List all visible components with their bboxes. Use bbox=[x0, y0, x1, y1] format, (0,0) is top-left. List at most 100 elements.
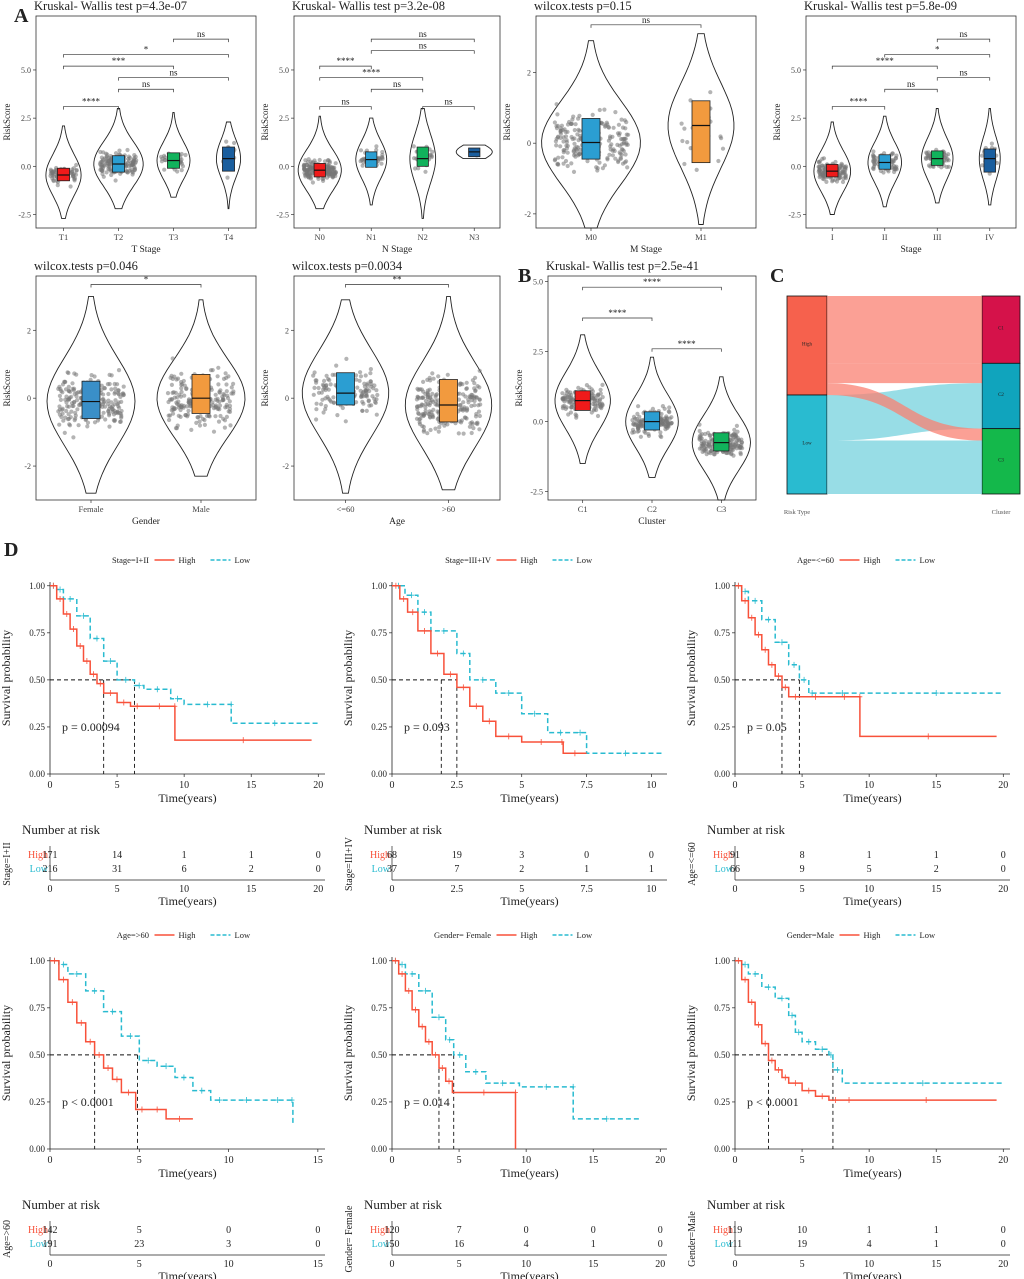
sig-bracket bbox=[831, 106, 886, 110]
data-point bbox=[308, 171, 313, 176]
risk-count-high: 0 bbox=[524, 1225, 529, 1236]
y-axis-label: RiskScore bbox=[260, 369, 270, 406]
data-point bbox=[457, 382, 462, 387]
x-tick-label: 5 bbox=[800, 780, 805, 791]
data-point bbox=[223, 405, 228, 410]
censor-mark bbox=[243, 1097, 249, 1104]
x-tick-label->60: >60 bbox=[442, 504, 455, 514]
censor-mark bbox=[920, 1080, 926, 1087]
censor-mark bbox=[447, 671, 453, 678]
data-point bbox=[368, 379, 373, 384]
data-point bbox=[680, 138, 685, 144]
risk-x-axis-label: Time(years) bbox=[500, 1269, 558, 1279]
x-tick-label: 2.5 bbox=[451, 780, 464, 791]
x-tick-label-T4: T4 bbox=[224, 232, 234, 242]
risk-count-high: 8 bbox=[800, 850, 805, 861]
data-point bbox=[945, 156, 950, 162]
data-point bbox=[595, 413, 601, 419]
box->60 bbox=[439, 379, 458, 423]
flow-High-C3 bbox=[827, 383, 982, 441]
x-tick-label-T1: T1 bbox=[59, 232, 68, 242]
censor-mark bbox=[57, 595, 63, 602]
x-tick-label: 7.5 bbox=[580, 780, 593, 791]
data-point bbox=[372, 383, 377, 388]
data-point bbox=[666, 424, 671, 429]
data-point bbox=[630, 430, 635, 435]
chart-title: Kruskal- Wallis test p=2.5e-41 bbox=[546, 259, 699, 273]
x-tick-label: 15 bbox=[588, 1155, 598, 1166]
censor-mark bbox=[163, 1063, 169, 1070]
data-point bbox=[228, 423, 233, 428]
data-point bbox=[225, 175, 230, 180]
data-point bbox=[445, 422, 450, 427]
data-point bbox=[167, 417, 172, 423]
risk-count-low: 0 bbox=[315, 1239, 320, 1250]
legend-low-label: Low bbox=[920, 555, 936, 565]
data-point bbox=[57, 422, 62, 427]
data-point bbox=[197, 423, 203, 428]
y-tick-label: 0.75 bbox=[371, 628, 387, 638]
data-point bbox=[428, 427, 433, 433]
data-point bbox=[364, 389, 369, 394]
violin-age: wilcox.tests p=0.0034 -2 0 2 RiskScore Age <=6… bbox=[260, 259, 501, 527]
x-tick-label: 5 bbox=[115, 780, 120, 791]
y-tick-label: 0.0 bbox=[533, 418, 543, 427]
data-point bbox=[97, 161, 103, 167]
censor-mark bbox=[434, 650, 440, 657]
km-gender-female: Gender= Female High Low 0.00 0.25 0.50 0.75 1.0… bbox=[341, 930, 667, 1279]
censor-mark bbox=[110, 1008, 115, 1015]
data-point bbox=[70, 386, 75, 391]
data-point bbox=[107, 424, 112, 429]
data-point bbox=[697, 422, 702, 427]
data-point bbox=[436, 374, 441, 379]
censor-mark bbox=[156, 703, 162, 710]
y-tick-label: 0.75 bbox=[29, 628, 45, 638]
violin-M0 bbox=[541, 40, 641, 229]
box-M1 bbox=[691, 100, 711, 164]
risk-count-low: 16 bbox=[454, 1239, 464, 1250]
data-point bbox=[843, 165, 848, 170]
censor-mark bbox=[538, 739, 544, 745]
risk-x-tick-label: 5 bbox=[115, 884, 120, 895]
data-point bbox=[166, 413, 171, 418]
risk-x-tick-label: 20 bbox=[313, 884, 323, 895]
data-point bbox=[231, 381, 236, 386]
data-point bbox=[461, 431, 466, 436]
data-point bbox=[197, 419, 202, 424]
data-point bbox=[72, 178, 77, 183]
y-tick-label: 2.5 bbox=[21, 114, 31, 123]
data-point bbox=[106, 391, 111, 397]
censor-mark bbox=[433, 1051, 439, 1058]
censor-mark bbox=[500, 1080, 506, 1087]
node-C2 bbox=[981, 362, 1021, 430]
data-point bbox=[477, 427, 482, 432]
data-point bbox=[469, 420, 475, 425]
censor-mark bbox=[399, 970, 405, 977]
risk-count-low: 191 bbox=[43, 1239, 58, 1250]
censor-mark bbox=[933, 690, 939, 697]
data-point bbox=[702, 445, 707, 450]
censor-mark bbox=[87, 1038, 93, 1045]
data-point bbox=[565, 143, 570, 148]
p-value: p < 0.0001 bbox=[62, 1095, 114, 1109]
data-point bbox=[365, 383, 370, 388]
y-axis-label: RiskScore bbox=[2, 103, 12, 140]
sig-label: ** bbox=[393, 274, 403, 284]
risk-count-high: 0 bbox=[316, 850, 321, 861]
y-axis-label: RiskScore bbox=[502, 103, 512, 140]
risk-count-high: 5 bbox=[137, 1225, 142, 1236]
data-point bbox=[560, 128, 565, 133]
panel-label-a: A bbox=[14, 5, 29, 27]
data-point bbox=[132, 153, 137, 158]
data-point bbox=[186, 398, 191, 403]
data-point bbox=[361, 401, 366, 406]
x-tick-label-C1: C1 bbox=[578, 504, 588, 514]
risk-x-tick-label: 10 bbox=[864, 884, 874, 895]
km-curve-high bbox=[50, 585, 312, 741]
censor-mark bbox=[742, 961, 748, 968]
x-tick-label: 15 bbox=[246, 780, 256, 791]
data-point bbox=[71, 435, 76, 440]
data-point bbox=[162, 167, 167, 172]
data-point bbox=[333, 173, 338, 179]
x-tick-label: 10 bbox=[179, 780, 189, 791]
